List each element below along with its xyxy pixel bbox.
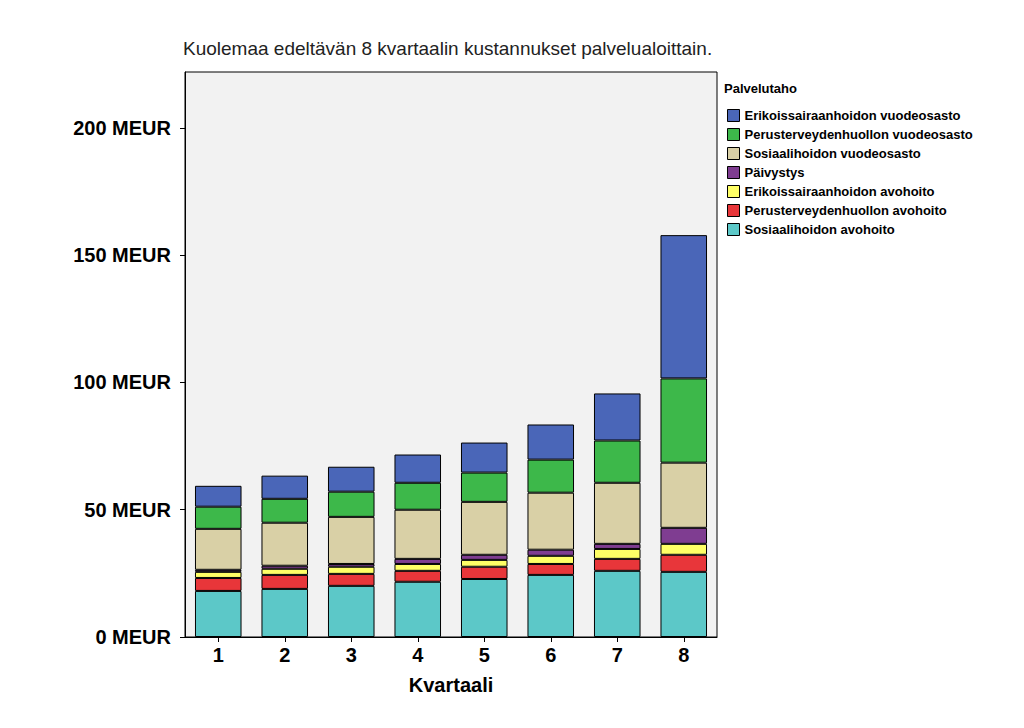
svg-text:Kuolemaa edeltävän 8 kvartaali: Kuolemaa edeltävän 8 kvartaalin kustannu…	[183, 38, 712, 59]
svg-text:Kvartaali: Kvartaali	[409, 674, 494, 696]
svg-text:0 MEUR: 0 MEUR	[95, 626, 171, 648]
svg-text:8: 8	[678, 644, 689, 666]
svg-text:Päivystys: Päivystys	[745, 165, 805, 180]
svg-text:Sosiaalihoidon vuodeosasto: Sosiaalihoidon vuodeosasto	[745, 146, 921, 161]
svg-text:100 MEUR: 100 MEUR	[73, 371, 171, 393]
svg-text:Sosiaalihoidon avohoito: Sosiaalihoidon avohoito	[745, 222, 895, 237]
svg-text:6: 6	[545, 644, 556, 666]
svg-text:50 MEUR: 50 MEUR	[84, 499, 171, 521]
svg-text:Erikoissairaanhoidon vuodeosas: Erikoissairaanhoidon vuodeosasto	[745, 108, 961, 123]
svg-text:150 MEUR: 150 MEUR	[73, 244, 171, 266]
svg-text:5: 5	[479, 644, 490, 666]
svg-text:Erikoissairaanhoidon avohoito: Erikoissairaanhoidon avohoito	[745, 184, 935, 199]
svg-text:1: 1	[213, 644, 224, 666]
svg-text:7: 7	[612, 644, 623, 666]
svg-text:Perusterveydenhuollon vuodeosa: Perusterveydenhuollon vuodeosasto	[745, 127, 973, 142]
svg-text:3: 3	[346, 644, 357, 666]
svg-text:200 MEUR: 200 MEUR	[73, 117, 171, 139]
svg-text:2: 2	[279, 644, 290, 666]
svg-text:4: 4	[412, 644, 424, 666]
svg-text:Perusterveydenhuollon avohoito: Perusterveydenhuollon avohoito	[745, 203, 947, 218]
svg-text:Palvelutaho: Palvelutaho	[724, 81, 797, 96]
